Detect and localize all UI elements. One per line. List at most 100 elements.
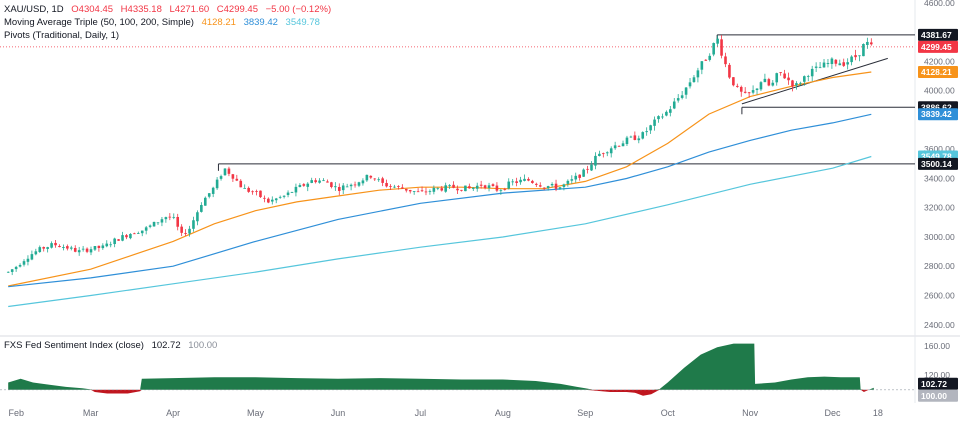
candle-body — [424, 191, 428, 193]
candle-body — [404, 188, 408, 191]
price-label-box-sma50-2 — [918, 65, 958, 78]
y-tick-label-0: 2400.00 — [924, 320, 955, 330]
candle-body — [6, 271, 10, 273]
candle-body — [657, 116, 660, 120]
candle-body — [755, 88, 759, 91]
candle-body — [676, 98, 680, 101]
candle-body — [436, 187, 440, 189]
candle-body — [306, 183, 310, 187]
candle-body — [515, 181, 518, 184]
price-label-box-pivot-6 — [918, 157, 958, 170]
candle-body — [259, 190, 262, 198]
candle-body — [858, 55, 861, 57]
sentiment-price-label-1: 100.00 — [921, 391, 947, 401]
candle-body — [605, 152, 609, 154]
ma-label: Moving Average Triple (50, 100, 200, Sim… — [4, 17, 194, 28]
sentiment-value: 102.72 — [151, 340, 181, 351]
candle-body — [649, 125, 652, 131]
x-tick-label-0: Feb — [8, 408, 24, 418]
low-value: L4271.60 — [169, 4, 210, 15]
candle-body — [767, 79, 771, 86]
candle-body — [826, 63, 830, 65]
candle-body — [50, 243, 53, 248]
candle-body — [665, 111, 668, 116]
candle-body — [231, 174, 235, 179]
candle-body — [77, 250, 81, 253]
candle-body — [385, 182, 388, 187]
candle-body — [318, 180, 321, 183]
candle-body — [408, 189, 412, 192]
candle-body — [684, 87, 688, 95]
candle-body — [365, 174, 369, 181]
candle-body — [121, 235, 124, 241]
x-tick-label-6: Aug — [495, 408, 511, 418]
sentiment-area-positive — [8, 343, 874, 390]
candle-body — [73, 247, 77, 252]
ma-line-sma-100 — [8, 113, 872, 288]
sentiment-price-label-0: 102.72 — [921, 379, 947, 389]
candle-body — [716, 38, 719, 44]
x-tick-label-1: Mar — [83, 408, 99, 418]
candle-body — [842, 62, 846, 66]
candle-body — [810, 68, 814, 77]
candle-body — [432, 187, 436, 192]
candle-body — [263, 197, 266, 199]
candle-body — [775, 73, 779, 83]
candle-body — [669, 109, 672, 113]
price-label-box-last-1 — [918, 40, 958, 53]
sentiment-area-negative — [8, 389, 874, 396]
candle-body — [207, 193, 211, 197]
candle-body — [479, 184, 483, 186]
candle-body — [483, 185, 487, 189]
candle-body — [491, 184, 495, 186]
candle-body — [152, 221, 156, 227]
candle-body — [345, 186, 349, 188]
candle-body — [373, 178, 377, 180]
sentiment-label-box-1 — [918, 389, 958, 402]
candle-body — [487, 185, 491, 188]
candle-body — [680, 95, 684, 98]
candle-body — [274, 198, 278, 201]
high-value: H4335.18 — [120, 4, 162, 15]
candle-body — [862, 44, 865, 57]
candle-body — [412, 191, 416, 192]
candle-body — [357, 182, 361, 186]
candle-body — [113, 238, 116, 245]
candle-body — [361, 180, 365, 184]
ma-line-sma-50 — [8, 71, 872, 287]
candle-body — [747, 92, 751, 94]
candle-body — [168, 216, 172, 218]
candle-body — [243, 188, 247, 189]
candle-body — [200, 205, 203, 212]
candle-body — [203, 197, 207, 206]
candle-body — [558, 187, 562, 190]
candle-body — [144, 227, 148, 231]
candle-body — [570, 179, 574, 181]
candle-body — [475, 185, 479, 189]
y-tick-label-6: 3600.00 — [924, 144, 955, 154]
candle-body — [712, 43, 715, 55]
candle-body — [535, 183, 538, 185]
candle-body — [645, 131, 648, 133]
candle-body — [452, 184, 455, 188]
candle-body — [310, 180, 313, 183]
candle-body — [803, 76, 806, 82]
candle-body — [586, 168, 589, 170]
open-value: O4304.45 — [71, 4, 114, 15]
candle-body — [834, 59, 838, 64]
candle-body — [337, 187, 341, 191]
candle-body — [235, 178, 239, 181]
candle-body — [89, 249, 93, 253]
candle-body — [724, 56, 727, 65]
candle-body — [420, 190, 424, 192]
candle-body — [554, 183, 558, 189]
candle-body — [341, 185, 345, 191]
price-label-sma50-2: 4128.21 — [921, 67, 952, 77]
candle-body — [609, 148, 613, 154]
candle-body — [440, 188, 444, 191]
candle-body — [574, 175, 578, 180]
candle-body — [26, 258, 30, 262]
candle-body — [523, 178, 526, 181]
candle-body — [282, 195, 286, 197]
